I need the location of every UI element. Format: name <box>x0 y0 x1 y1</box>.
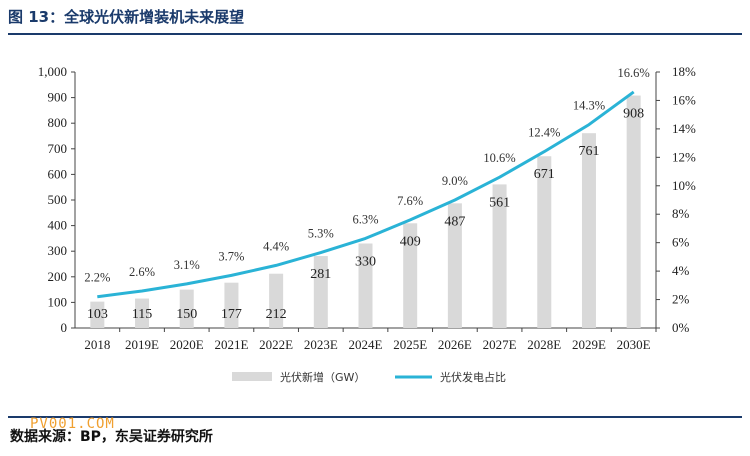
bar <box>492 184 507 328</box>
left-tick-label: 500 <box>48 192 68 207</box>
x-tick-label: 2019E <box>125 337 159 352</box>
right-tick-label: 14% <box>672 121 696 136</box>
left-tick-label: 100 <box>48 294 68 309</box>
bar <box>403 223 418 328</box>
bar-value-label: 330 <box>355 255 376 270</box>
left-tick-label: 200 <box>48 269 68 284</box>
bar-value-label: 908 <box>623 107 644 122</box>
share-line <box>97 90 635 299</box>
bar-value-label: 103 <box>87 307 108 322</box>
line-point-label: 16.6% <box>618 66 650 80</box>
right-tick-label: 0% <box>672 320 690 335</box>
right-tick-label: 4% <box>672 263 690 278</box>
bar <box>447 203 462 328</box>
bar-value-label: 561 <box>489 195 510 210</box>
right-tick-label: 6% <box>672 235 690 250</box>
line-point-label: 3.1% <box>174 258 200 272</box>
x-tick-label: 2026E <box>438 337 472 352</box>
right-tick-label: 16% <box>672 92 696 107</box>
line-point-label: 4.4% <box>263 239 289 253</box>
x-tick-label: 2025E <box>393 337 427 352</box>
bar-value-label: 671 <box>534 167 555 182</box>
left-tick-label: 800 <box>48 115 68 130</box>
figure-title: 图 13：全球光伏新增装机未来展望 <box>8 8 245 26</box>
bar <box>135 298 150 328</box>
x-tick-label: 2027E <box>483 337 517 352</box>
legend-bar-label: 光伏新增（GW） <box>280 370 365 384</box>
left-tick-label: 1,000 <box>38 64 67 79</box>
bar-value-label: 409 <box>400 234 421 249</box>
bar <box>269 273 284 328</box>
bar <box>537 156 552 328</box>
bar <box>358 243 373 328</box>
right-tick-label: 18% <box>672 64 696 79</box>
bottom-rule <box>8 416 742 418</box>
legend-bar-swatch <box>232 372 272 381</box>
line-point-label: 5.3% <box>308 227 334 241</box>
bar-value-label: 281 <box>310 267 331 282</box>
legend-line-label: 光伏发电占比 <box>440 370 506 384</box>
line-point-label: 2.2% <box>84 271 110 285</box>
left-tick-label: 300 <box>48 243 68 258</box>
line-point-label: 6.3% <box>352 212 378 226</box>
line-point-label: 2.6% <box>129 265 155 279</box>
line-point-label: 9.0% <box>442 174 468 188</box>
bar <box>179 289 194 328</box>
x-tick-label: 2029E <box>572 337 606 352</box>
x-tick-label: 2021E <box>214 337 248 352</box>
line-point-label: 10.6% <box>483 151 515 165</box>
bar <box>626 95 641 328</box>
bar-value-label: 761 <box>578 144 599 159</box>
data-source: 数据来源：BP，东吴证券研究所 <box>10 429 213 445</box>
top-rule <box>8 33 742 35</box>
right-tick-label: 10% <box>672 178 696 193</box>
bar-value-label: 177 <box>221 307 242 322</box>
bar <box>581 133 596 328</box>
bar-value-label: 150 <box>176 307 197 322</box>
right-tick-label: 12% <box>672 149 696 164</box>
bar-value-label: 212 <box>266 307 287 322</box>
bar <box>224 282 239 328</box>
left-tick-label: 700 <box>48 141 68 156</box>
bar <box>90 301 105 328</box>
x-tick-label: 2018 <box>84 337 110 352</box>
x-tick-label: 2022E <box>259 337 293 352</box>
right-tick-label: 8% <box>672 206 690 221</box>
bar <box>313 256 328 328</box>
line-point-label: 7.6% <box>397 194 423 208</box>
line-point-label: 3.7% <box>218 249 244 263</box>
left-tick-label: 600 <box>48 166 68 181</box>
right-tick-label: 2% <box>672 292 690 307</box>
line-point-label: 14.3% <box>573 99 605 113</box>
x-tick-label: 2030E <box>617 337 651 352</box>
x-tick-label: 2028E <box>527 337 561 352</box>
watermark: PV001.COM <box>30 416 115 432</box>
left-tick-label: 900 <box>48 90 68 105</box>
x-tick-label: 2024E <box>349 337 383 352</box>
line-point-label: 12.4% <box>528 126 560 140</box>
bar-value-label: 487 <box>444 214 465 229</box>
x-tick-label: 2023E <box>304 337 338 352</box>
bar-value-label: 115 <box>132 307 152 322</box>
left-tick-label: 400 <box>48 218 68 233</box>
left-tick-label: 0 <box>61 320 68 335</box>
x-tick-label: 2020E <box>170 337 204 352</box>
